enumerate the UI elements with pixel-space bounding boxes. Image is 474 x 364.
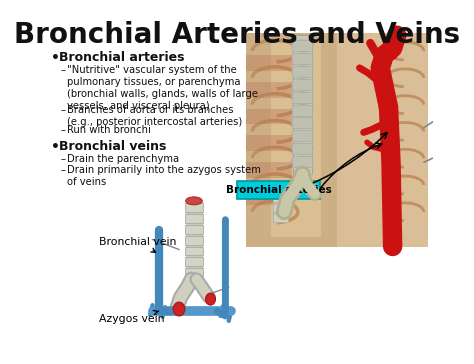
Bar (185, 246, 203, 256)
Bar (292, 79, 312, 90)
Bar (246, 135, 292, 151)
Text: Branches of aorta or its branches
(e.g., posterior intercostal arteries): Branches of aorta or its branches (e.g.,… (67, 104, 243, 127)
Bar (186, 200, 202, 279)
Bar (246, 55, 292, 71)
Bar (292, 40, 312, 51)
Text: Bronchial arteries: Bronchial arteries (226, 185, 331, 195)
Bar (271, 43, 320, 237)
Bar (292, 130, 312, 141)
Text: –: – (61, 154, 65, 164)
Bar (185, 257, 203, 266)
Text: –: – (61, 104, 65, 115)
Circle shape (173, 302, 185, 316)
Text: Bronchial veins: Bronchial veins (59, 140, 166, 153)
Text: Bronchial Arteries and Veins: Bronchial Arteries and Veins (14, 21, 460, 49)
Circle shape (206, 293, 216, 305)
Bar (246, 108, 292, 124)
Ellipse shape (292, 92, 313, 102)
Bar (273, 192, 287, 222)
FancyBboxPatch shape (246, 33, 428, 246)
Bar (292, 104, 312, 115)
Text: Bronchial arteries: Bronchial arteries (59, 51, 184, 64)
Bar (292, 92, 312, 103)
Ellipse shape (292, 156, 313, 166)
Bar (273, 204, 288, 212)
Bar (246, 82, 292, 98)
Text: –: – (61, 126, 65, 135)
Text: •: • (51, 140, 60, 154)
Ellipse shape (292, 53, 313, 63)
Bar (185, 268, 203, 277)
Ellipse shape (292, 40, 313, 50)
Bar (246, 189, 292, 205)
Ellipse shape (292, 130, 313, 140)
Text: Drain primarily into the azygos system
of veins: Drain primarily into the azygos system o… (67, 165, 261, 187)
Text: Bronchial vein: Bronchial vein (99, 237, 176, 252)
Text: –: – (61, 165, 65, 175)
Text: Azygos vein: Azygos vein (99, 310, 164, 324)
Bar (293, 35, 311, 174)
Text: "Nutritive" vascular system of the
pulmonary tissues, or parenchyma
(bronchial w: "Nutritive" vascular system of the pulmo… (67, 65, 258, 111)
Bar (337, 33, 428, 246)
Ellipse shape (292, 118, 313, 127)
FancyBboxPatch shape (237, 181, 320, 199)
Bar (273, 214, 288, 222)
Ellipse shape (292, 104, 313, 115)
Bar (273, 194, 288, 202)
Bar (292, 66, 312, 77)
Bar (246, 33, 337, 246)
Ellipse shape (186, 197, 202, 205)
Text: Drain the parenchyma: Drain the parenchyma (67, 154, 179, 164)
Bar (185, 236, 203, 245)
Bar (185, 203, 203, 212)
Bar (292, 53, 312, 64)
Ellipse shape (292, 66, 313, 76)
Bar (185, 225, 203, 234)
Ellipse shape (292, 79, 313, 89)
Bar (292, 118, 312, 128)
Bar (292, 143, 312, 154)
Bar (246, 162, 292, 178)
Text: Run with bronchi: Run with bronchi (67, 126, 151, 135)
Text: •: • (51, 51, 60, 65)
Bar (185, 214, 203, 223)
Bar (292, 156, 312, 167)
Ellipse shape (292, 143, 313, 153)
Text: –: – (61, 65, 65, 75)
